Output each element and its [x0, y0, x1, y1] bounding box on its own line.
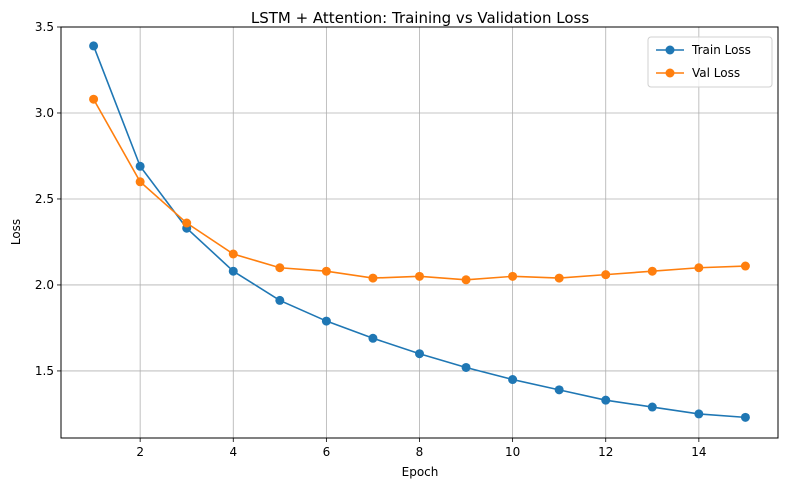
x-tick-label: 2 [136, 445, 144, 459]
train-loss-point [368, 333, 378, 343]
legend-swatch-marker [665, 68, 675, 78]
train-loss-point [554, 385, 564, 395]
train-loss-point [461, 362, 471, 372]
y-tick-label: 2.0 [35, 278, 54, 292]
val-loss-point [647, 266, 657, 276]
y-axis-title: Loss [9, 219, 23, 245]
val-loss-point [508, 271, 518, 281]
x-tick-label: 6 [323, 445, 331, 459]
legend: Train Loss Val Loss [647, 36, 773, 88]
chart-title: LSTM + Attention: Training vs Validation… [251, 9, 589, 27]
train-loss-point [135, 161, 145, 171]
train-loss-point [415, 349, 424, 359]
axis-ticks: 2 4 6 8 10 12 14 1.5 2.0 2.5 3.0 3.5 [35, 20, 707, 459]
legend-swatch-marker [665, 45, 675, 55]
y-tick-label: 3.5 [35, 20, 54, 34]
val-loss-point [554, 273, 564, 283]
train-loss-point [508, 375, 518, 385]
x-tick-label: 14 [691, 445, 706, 459]
val-loss-point [601, 270, 611, 280]
grid [61, 26, 778, 438]
y-tick-label: 2.5 [35, 192, 54, 206]
val-loss-point [275, 263, 285, 273]
train-loss-point [647, 402, 657, 412]
train-loss-point [275, 295, 285, 305]
train-loss-point [740, 412, 750, 422]
y-tick-label: 3.0 [35, 106, 54, 120]
val-loss-point [89, 94, 99, 104]
val-loss-point [135, 177, 145, 187]
x-tick-label: 4 [229, 445, 237, 459]
val-loss-point [461, 275, 471, 285]
val-loss-point [228, 249, 238, 259]
y-tick-label: 1.5 [35, 364, 54, 378]
x-tick-label: 10 [505, 445, 520, 459]
val-loss-point [415, 271, 424, 281]
x-tick-label: 8 [416, 445, 424, 459]
val-loss-point [368, 273, 378, 283]
train-loss-point [694, 409, 704, 419]
series-layer [89, 41, 750, 422]
val-loss-point [182, 218, 192, 228]
legend-label: Train Loss [691, 43, 751, 57]
x-axis-title: Epoch [402, 465, 439, 479]
val-loss-point [694, 263, 704, 273]
legend-item-val-loss: Val Loss [656, 66, 740, 80]
legend-item-train-loss: Train Loss [656, 43, 751, 57]
train-loss-point [321, 316, 331, 326]
train-loss-point [228, 266, 238, 276]
x-tick-label: 12 [598, 445, 613, 459]
train-loss-point [601, 395, 611, 405]
val-loss-point [321, 266, 331, 276]
val-loss-series [89, 94, 750, 285]
train-loss-point [89, 41, 99, 51]
legend-label: Val Loss [692, 66, 740, 80]
val-loss-point [740, 261, 750, 271]
